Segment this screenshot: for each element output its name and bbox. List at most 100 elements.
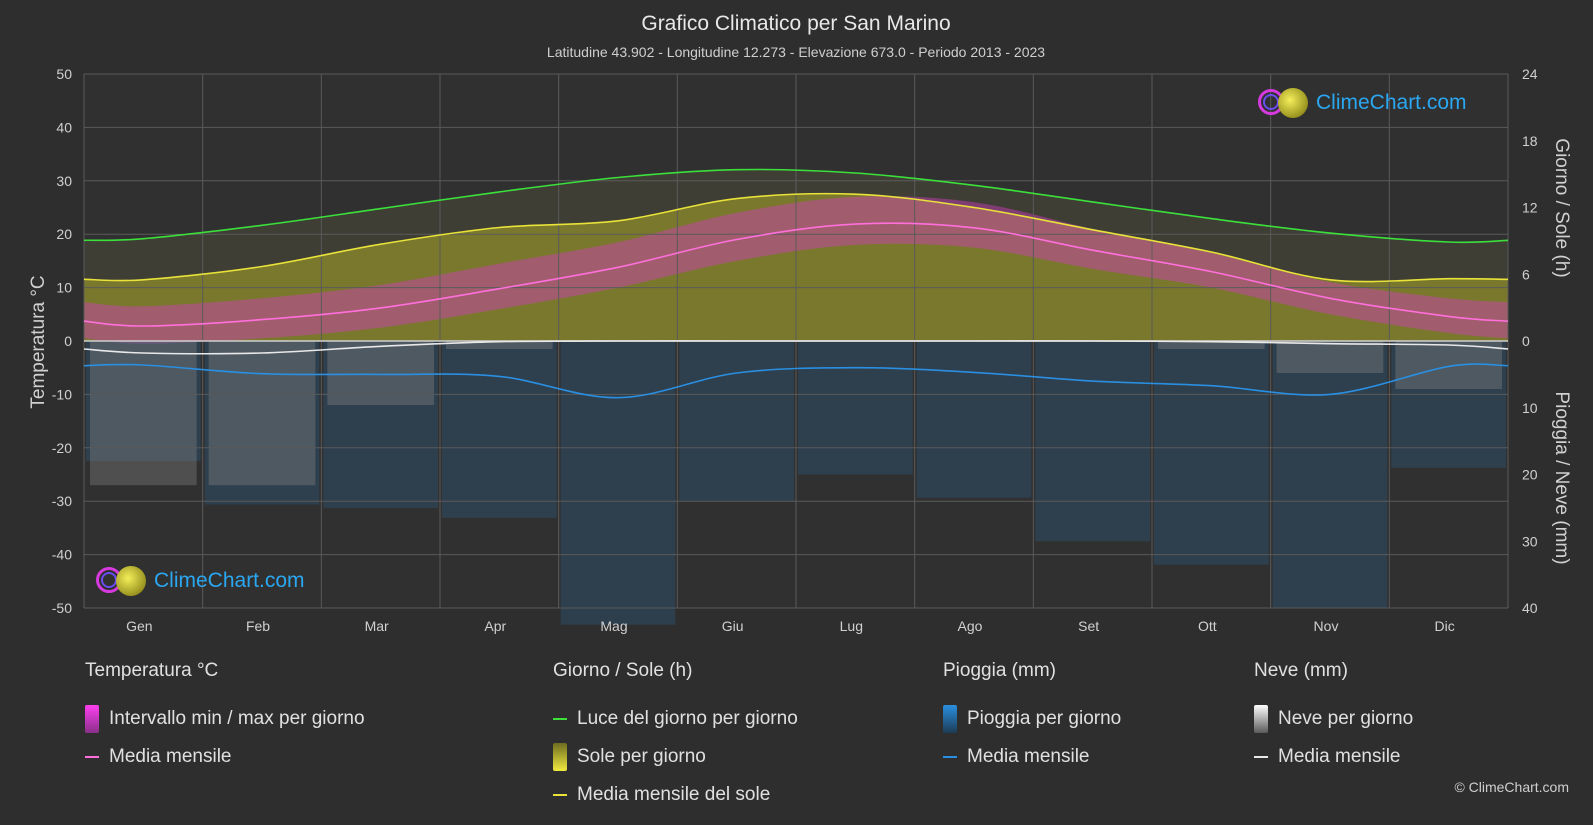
- left-tick-label: 50: [56, 66, 72, 82]
- left-tick-label: -30: [52, 493, 72, 509]
- legend-temperature: Temperatura °C Intervallo min / max per …: [85, 660, 365, 776]
- swatch-snow-mean: [1254, 756, 1268, 758]
- snow-bar: [446, 341, 553, 350]
- legend-item-sunshine-mean: Media mensile del sole: [553, 776, 798, 814]
- month-label: Lug: [840, 618, 863, 634]
- climate-chart: Grafico Climatico per San Marino Latitud…: [28, 12, 1572, 634]
- swatch-sunshine-mean: [553, 794, 567, 796]
- right-tick-label: 18: [1522, 133, 1538, 149]
- left-tick-label: -20: [52, 440, 72, 456]
- month-label: Giu: [722, 618, 744, 634]
- rain-mean-line: [83, 363, 1509, 399]
- legend-label: Intervallo min / max per giorno: [109, 708, 365, 729]
- legend-item-temp-mean: Media mensile: [85, 738, 365, 776]
- left-tick-label: 0: [64, 333, 72, 349]
- left-tick-label: -50: [52, 600, 72, 616]
- month-label: Set: [1078, 618, 1099, 634]
- rain-bar: [798, 341, 913, 475]
- legend-item-sunshine: Sole per giorno: [553, 738, 798, 776]
- legend-item-temp-range: Intervallo min / max per giorno: [85, 700, 365, 738]
- right-tick-label: 12: [1522, 200, 1538, 216]
- swatch-rain-daily: [943, 705, 957, 733]
- rain-bar: [323, 341, 438, 508]
- logo-bottom: ClimeChart.com: [96, 566, 305, 596]
- swatch-daylight: [553, 718, 567, 720]
- right-tick-label: 24: [1522, 66, 1538, 82]
- legend-label: Pioggia per giorno: [967, 708, 1122, 729]
- legend-heading: Giorno / Sole (h): [553, 660, 693, 681]
- chart-title: Grafico Climatico per San Marino: [641, 12, 950, 35]
- rain-bar: [204, 341, 320, 505]
- legend-item-daylight: Luce del giorno per giorno: [553, 700, 798, 738]
- month-label: Mar: [365, 618, 389, 634]
- rain-bar: [1391, 341, 1506, 468]
- right-tick-label: 20: [1522, 467, 1538, 483]
- rain-bar: [1035, 341, 1150, 542]
- climechart-logo-icon: [96, 566, 148, 596]
- legend-day-sun: Giorno / Sole (h) Luce del giorno per gi…: [553, 660, 798, 814]
- month-label: Dic: [1435, 618, 1455, 634]
- rain-bar: [86, 341, 201, 462]
- right-tick-label: 30: [1522, 533, 1538, 549]
- right-tick-label: 40: [1522, 600, 1538, 616]
- temperature-mean-line: [83, 222, 1509, 327]
- right-top-axis-label: Giorno / Sole (h): [1551, 138, 1572, 277]
- left-tick-label: 30: [56, 173, 72, 189]
- legend-heading: Temperatura °C: [85, 660, 219, 681]
- snow-bar: [90, 341, 197, 486]
- logo-top: ClimeChart.com: [1258, 88, 1467, 118]
- rain-bar: [679, 341, 794, 502]
- rain-bar: [442, 341, 557, 518]
- legend-item-snow-mean: Media mensile: [1254, 738, 1413, 776]
- legend-item-rain-mean: Media mensile: [943, 738, 1121, 776]
- legend-label: Media mensile: [109, 746, 232, 767]
- climechart-logo-icon: [1258, 88, 1310, 118]
- month-label: Gen: [126, 618, 152, 634]
- logo-text: ClimeChart.com: [154, 569, 305, 592]
- rain-bar: [1154, 341, 1269, 565]
- month-label: Mag: [600, 618, 627, 634]
- month-label: Feb: [246, 618, 270, 634]
- snow-bar: [1276, 341, 1384, 374]
- legend-heading: Neve (mm): [1254, 660, 1348, 681]
- snow-mean-line: [83, 340, 1509, 355]
- legend-label: Media mensile del sole: [577, 784, 771, 805]
- swatch-temp-range: [85, 705, 99, 733]
- right-tick-label: 0: [1522, 333, 1530, 349]
- left-tick-label: 10: [56, 280, 72, 296]
- chart-subtitle: Latitudine 43.902 - Longitudine 12.273 -…: [547, 44, 1045, 60]
- right-tick-label: 10: [1522, 400, 1538, 416]
- legend-label: Media mensile: [967, 746, 1090, 767]
- legend-label: Media mensile: [1278, 746, 1401, 767]
- legend: Temperatura °C Intervallo min / max per …: [0, 660, 1593, 810]
- month-label: Apr: [484, 618, 506, 634]
- right-tick-label: 6: [1522, 266, 1530, 282]
- right-bottom-axis-label: Pioggia / Neve (mm): [1551, 391, 1572, 564]
- logo-text: ClimeChart.com: [1316, 91, 1467, 114]
- daylight-line: [83, 168, 1509, 244]
- month-label: Ott: [1198, 618, 1217, 634]
- left-tick-label: 20: [56, 226, 72, 242]
- rain-bar: [560, 341, 676, 625]
- month-label: Nov: [1314, 618, 1339, 634]
- rain-bar: [916, 341, 1032, 498]
- legend-item-rain-daily: Pioggia per giorno: [943, 700, 1121, 738]
- rain-bar: [1272, 341, 1388, 608]
- left-tick-label: -10: [52, 386, 72, 402]
- swatch-rain-mean: [943, 756, 957, 758]
- legend-label: Sole per giorno: [577, 746, 706, 767]
- legend-item-snow-daily: Neve per giorno: [1254, 700, 1413, 738]
- swatch-sunshine: [553, 743, 567, 771]
- left-tick-label: 40: [56, 119, 72, 135]
- plot-area: 50 40 30 20 10 0 -10 -20 -30 -40 -50 24 18 12 6 0 10 20 30…: [52, 66, 1538, 634]
- left-axis-label: Temperatura °C: [28, 275, 49, 408]
- legend-rain: Pioggia (mm) Pioggia per giorno Media me…: [943, 660, 1121, 776]
- swatch-temp-mean: [85, 756, 99, 758]
- month-label: Ago: [958, 618, 983, 634]
- legend-label: Luce del giorno per giorno: [577, 708, 798, 729]
- legend-snow: Neve (mm) Neve per giorno Media mensile: [1254, 660, 1413, 776]
- snow-bar: [1158, 341, 1265, 350]
- left-tick-label: -40: [52, 547, 72, 563]
- legend-label: Neve per giorno: [1278, 708, 1414, 729]
- snow-bar: [327, 341, 434, 406]
